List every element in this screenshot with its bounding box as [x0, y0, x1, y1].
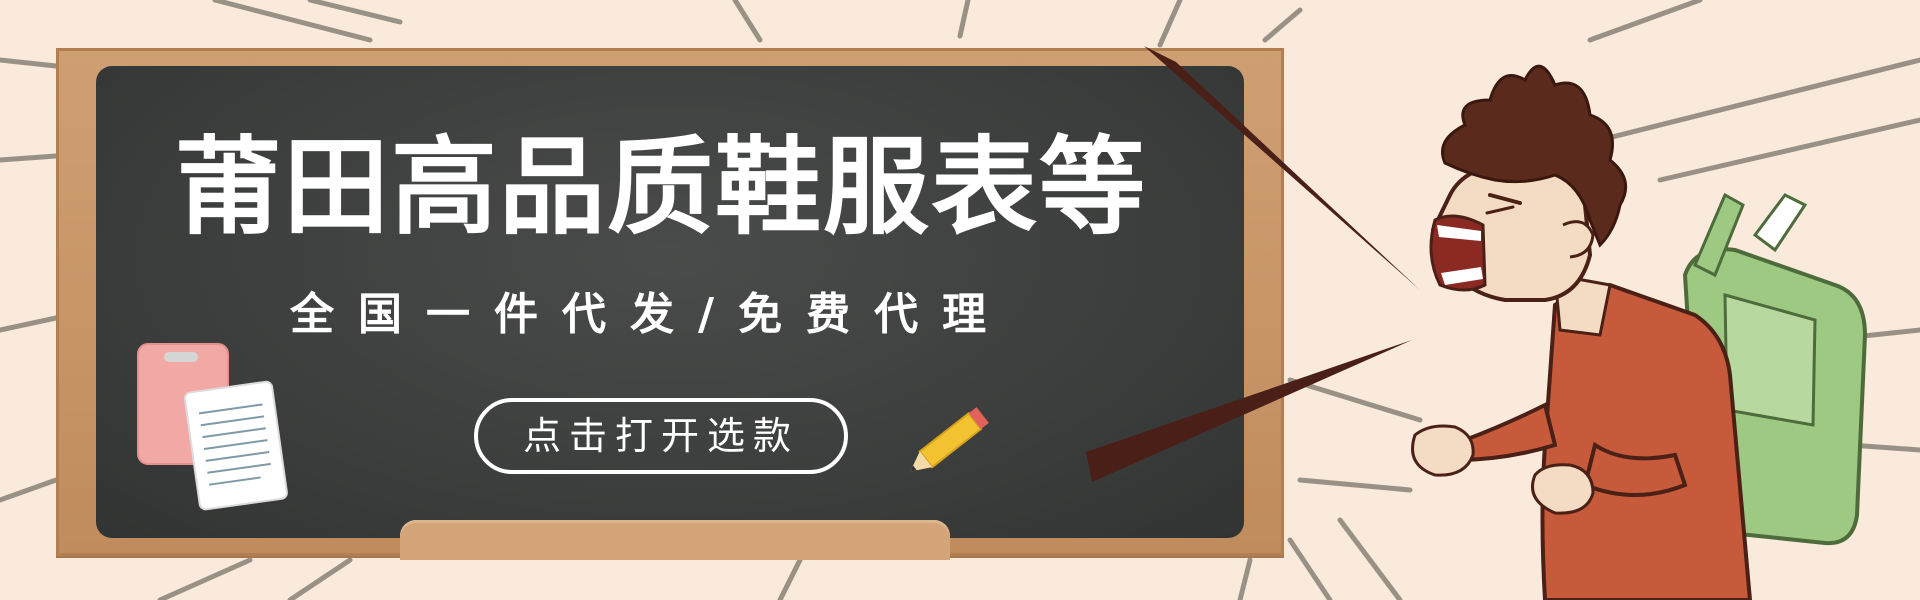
headline: 莆田高品质鞋服表等 — [175, 126, 1147, 249]
head — [1429, 64, 1628, 302]
pencil-icon — [910, 407, 989, 472]
subheadline: 全国一件代发/免费代理 — [290, 289, 1011, 340]
body — [1411, 273, 1753, 600]
chalkboard-surface — [96, 66, 1244, 538]
paper-note-icon — [183, 380, 288, 511]
chalk-tray — [400, 520, 950, 560]
shouting-character-illustration — [1411, 64, 1868, 600]
open-selection-button[interactable]: 点击打开选款 — [474, 398, 848, 474]
speech-lines — [1086, 46, 1420, 482]
